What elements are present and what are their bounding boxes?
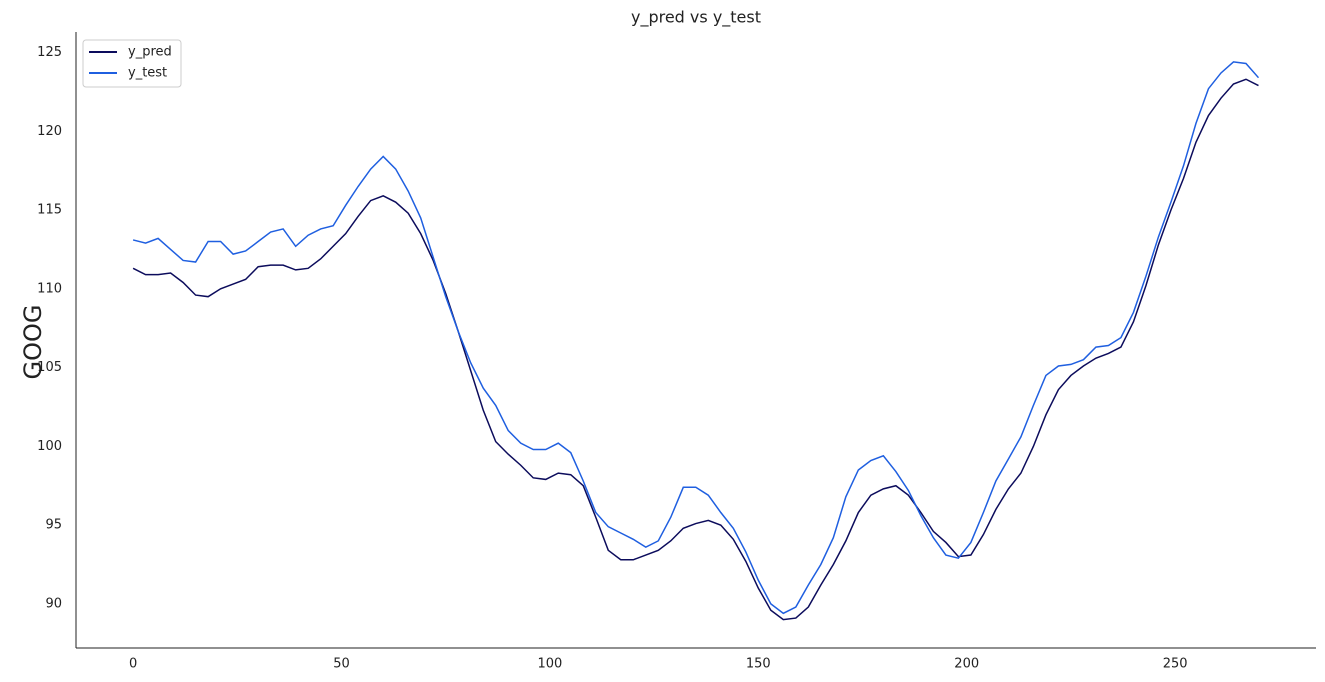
y-tick-label: 115 — [37, 203, 62, 218]
x-tick-label: 100 — [537, 657, 562, 672]
legend-label: y_test — [128, 66, 167, 81]
y-axis-label: GOOG — [19, 305, 47, 380]
y-tick-label: 110 — [37, 281, 62, 296]
x-tick-label: 250 — [1163, 657, 1188, 672]
y-tick-label: 95 — [45, 518, 62, 533]
chart-title: y_pred vs y_test — [631, 8, 761, 28]
legend-label: y_pred — [128, 45, 172, 60]
series-line — [132, 78, 1259, 621]
x-tick-label: 200 — [954, 657, 979, 672]
y-tick-label: 105 — [37, 360, 62, 375]
y-tick-label: 120 — [37, 124, 62, 139]
y-tick-label: 125 — [37, 45, 62, 60]
y-tick-label: 90 — [45, 596, 62, 611]
x-tick-label: 50 — [333, 657, 350, 672]
y-tick-label: 100 — [37, 439, 62, 454]
series-line — [132, 61, 1260, 615]
x-tick-label: 150 — [746, 657, 771, 672]
x-tick-label: 0 — [129, 657, 137, 672]
